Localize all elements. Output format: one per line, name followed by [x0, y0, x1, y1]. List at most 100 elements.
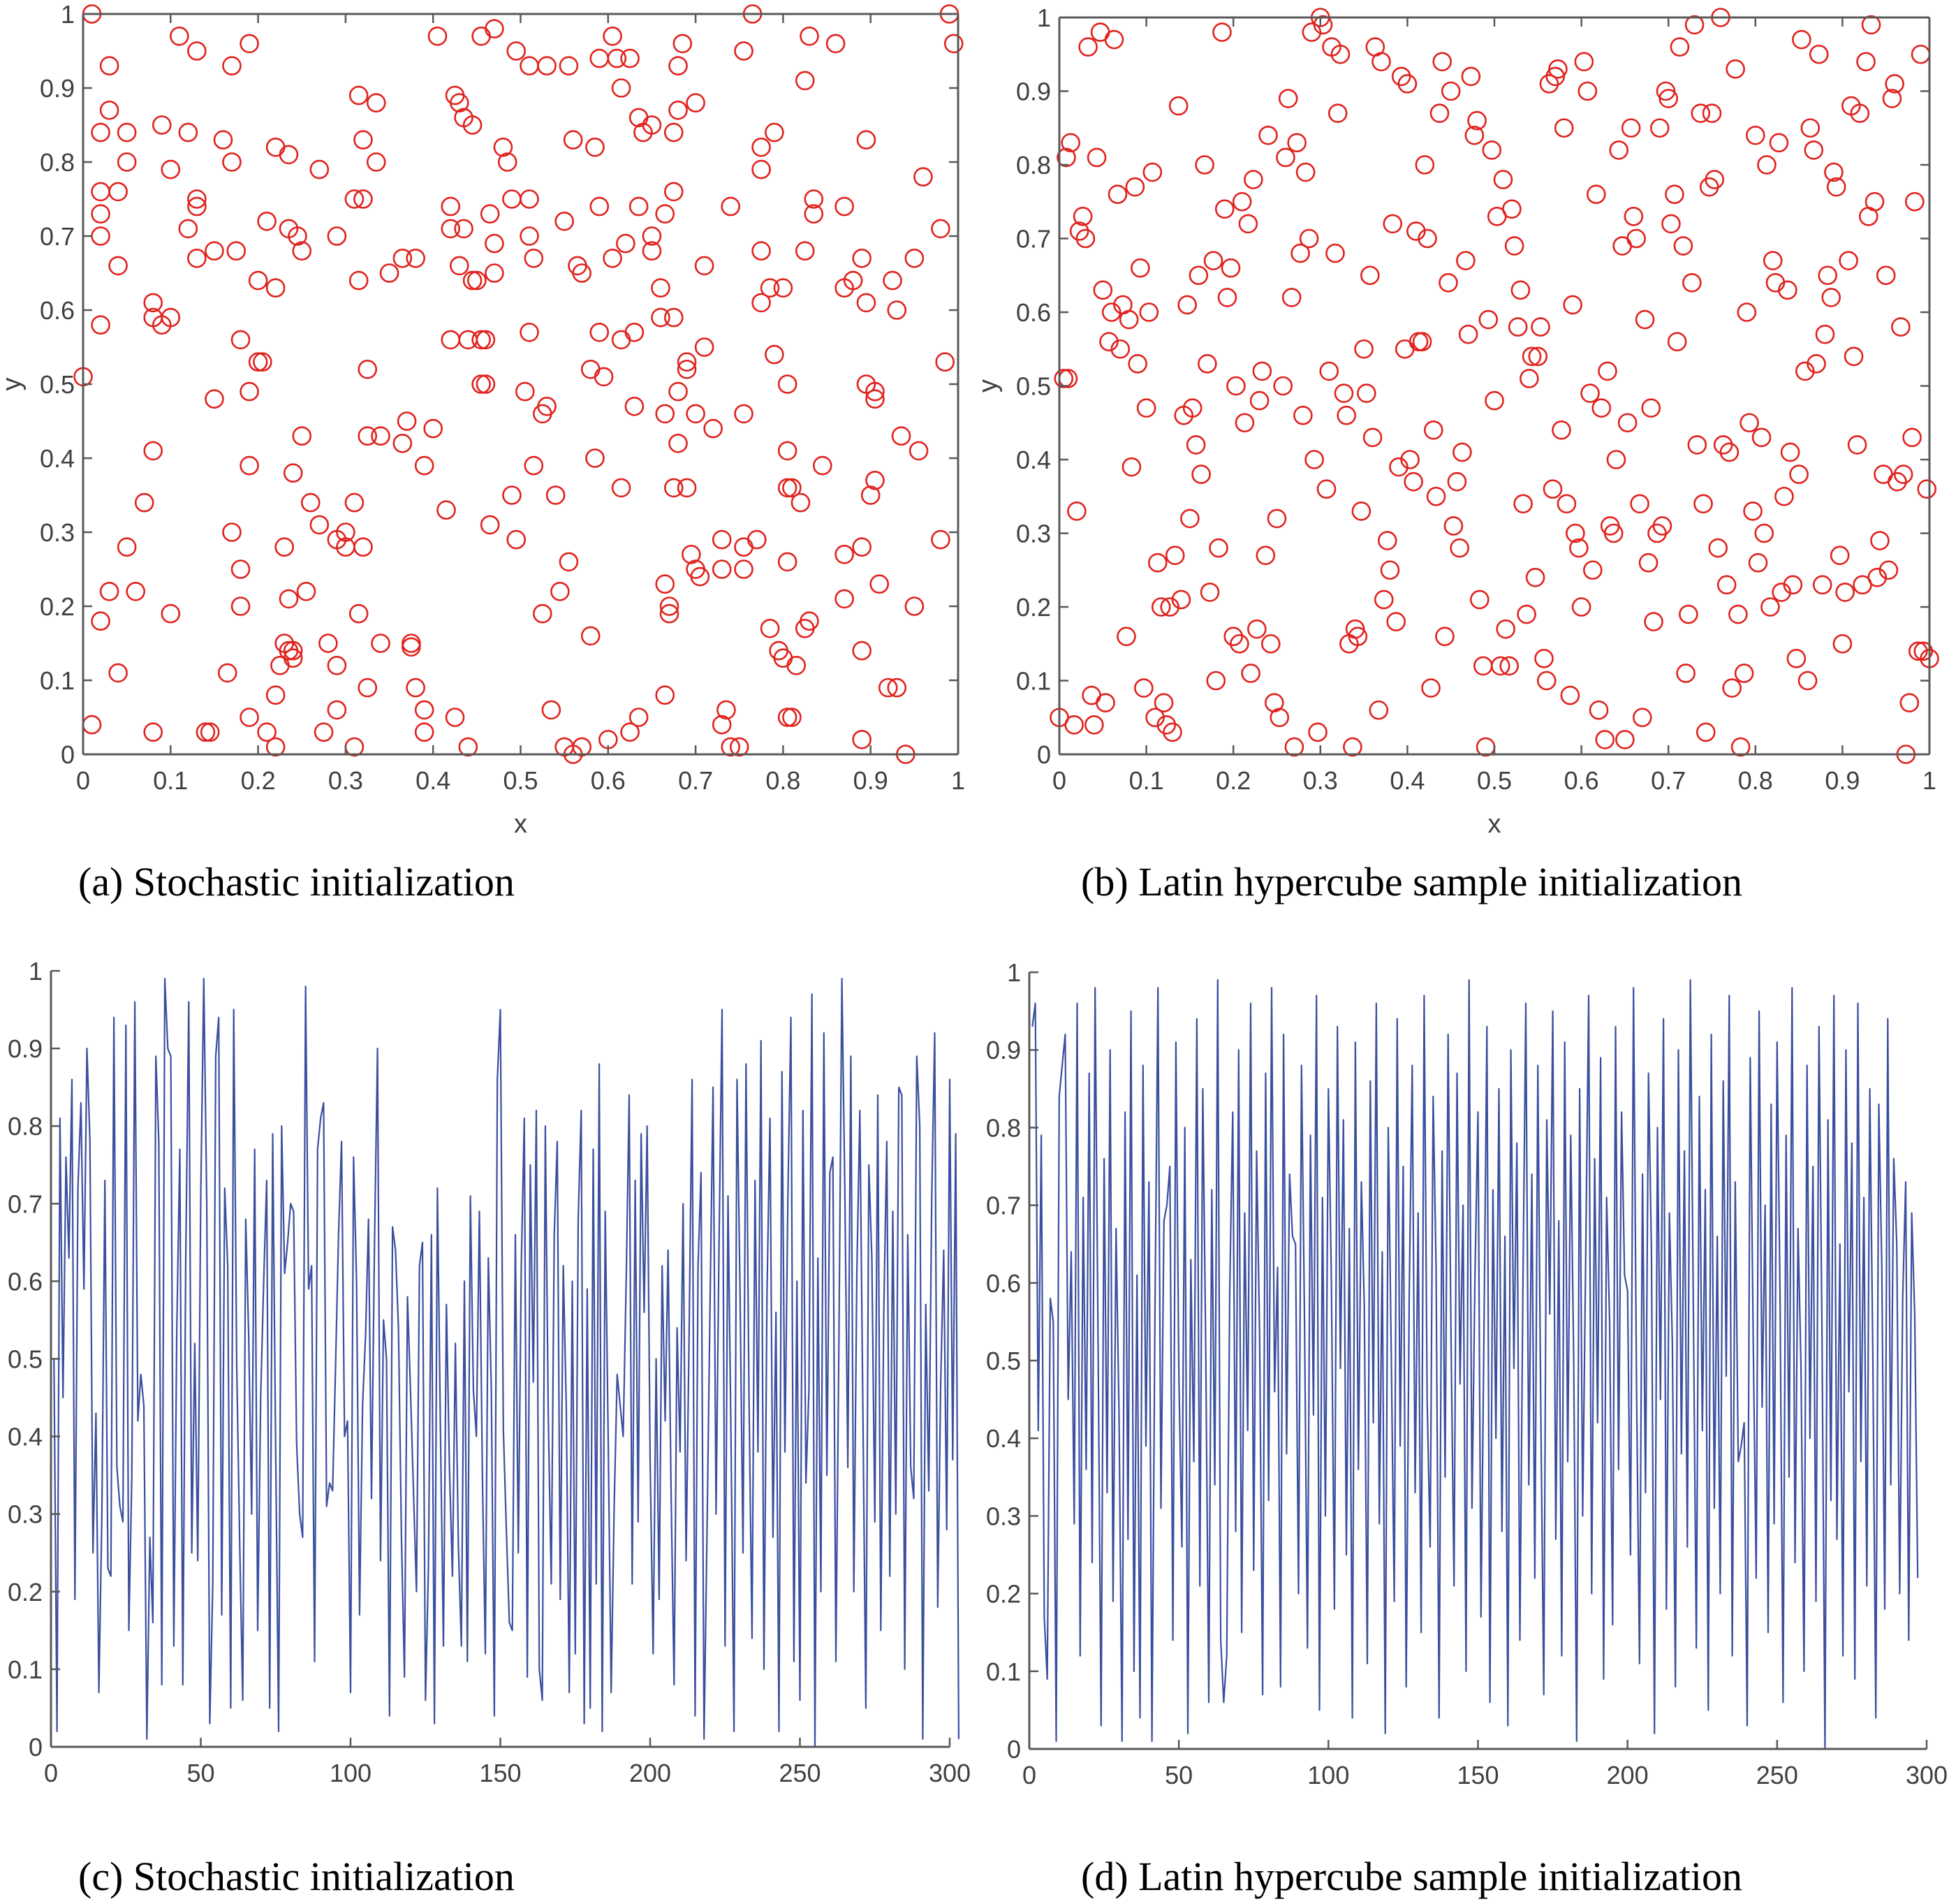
scatter-point — [909, 441, 929, 461]
scatter-point — [344, 737, 365, 757]
scatter-point — [1598, 361, 1617, 381]
scatter-point — [1830, 545, 1850, 565]
scatter-point — [729, 737, 749, 757]
y-tick-label: 0.5 — [40, 370, 75, 399]
scatter-point — [1496, 619, 1515, 639]
scatter-point — [462, 270, 483, 291]
scatter-point — [402, 637, 421, 657]
y-tick-label: 0.5 — [986, 1347, 1021, 1375]
scatter-point — [353, 130, 373, 149]
scatter-point — [1504, 236, 1524, 256]
scatter-point — [1797, 671, 1818, 691]
scatter-point — [628, 708, 649, 727]
scatter-point — [283, 648, 303, 668]
scatter-point — [1452, 442, 1472, 462]
x-tick-label: 200 — [629, 1759, 671, 1787]
scatter-point — [1740, 413, 1759, 433]
x-tick-label: 50 — [186, 1759, 214, 1787]
scatter-point — [1244, 170, 1263, 189]
scatter-point — [1369, 700, 1389, 720]
scatter-point — [589, 48, 610, 68]
scatter-point — [834, 196, 854, 217]
scatter-point — [1249, 390, 1270, 411]
scatter-point — [1708, 538, 1728, 558]
scatter-point — [1737, 302, 1757, 322]
scatter-point — [777, 374, 797, 394]
scatter-point — [690, 566, 710, 587]
scatter-point — [520, 56, 539, 75]
scatter-point — [1299, 228, 1319, 249]
scatter-point — [1067, 501, 1087, 521]
y-tick-label: 0.7 — [40, 222, 75, 251]
scatter-point — [1661, 214, 1681, 234]
scatter-point — [274, 537, 294, 557]
scatter-point — [777, 441, 797, 461]
scatter-point — [1595, 730, 1615, 749]
y-tick-label: 0.3 — [40, 518, 75, 547]
scatter-point — [1856, 52, 1876, 72]
scatter-point — [1217, 288, 1237, 307]
x-tick-label: 0.9 — [853, 766, 888, 795]
scatter-point — [537, 56, 557, 75]
scatter-point — [196, 722, 216, 742]
y-tick-label: 0.6 — [40, 296, 75, 325]
x-tick-label: 0.9 — [1825, 766, 1860, 795]
scatter-point — [344, 189, 365, 209]
scatter-point — [1171, 589, 1191, 610]
scatter-point — [1615, 730, 1635, 749]
scatter-point — [187, 189, 207, 209]
scatter-point — [1134, 678, 1154, 698]
scatter-point — [467, 270, 487, 291]
scatter-point — [1142, 162, 1163, 182]
scatter-point — [1276, 147, 1295, 168]
scatter-point — [611, 330, 631, 350]
scatter-point — [178, 219, 198, 239]
scatter-point — [91, 611, 110, 631]
scatter-point — [327, 700, 347, 720]
scatter-point — [327, 655, 347, 675]
panel-d-line-lhs: 0 50 100 150 200 250 300 0 0.1 0.2 0.3 0.4 0.5 0.6 0.7… — [986, 958, 1948, 1789]
scatter-point — [288, 226, 307, 246]
scatter-point — [427, 26, 448, 46]
scatter-point — [1870, 531, 1890, 550]
scatter-point — [1769, 133, 1789, 153]
scatter-point — [91, 315, 110, 335]
scatter-point — [1586, 184, 1606, 205]
scatter-point — [1230, 634, 1249, 654]
scatter-point — [1673, 236, 1693, 256]
scatter-point — [765, 344, 784, 365]
scatter-point — [1093, 280, 1113, 300]
y-tick-label: 0.3 — [986, 1502, 1021, 1530]
y-tick-label: 0.5 — [8, 1345, 43, 1374]
y-tick-label: 0.1 — [986, 1657, 1021, 1686]
scatter-point — [1591, 398, 1612, 418]
scatter-point — [589, 322, 610, 342]
x-tick-label: 0.6 — [1564, 766, 1599, 795]
scatter-point — [366, 152, 386, 172]
scatter-point — [240, 34, 259, 54]
scatter-point — [603, 26, 622, 46]
scatter-point — [734, 537, 753, 557]
scatter-point — [1635, 309, 1655, 330]
scatter-point — [1316, 479, 1337, 499]
y-tick-label: 0 — [1037, 740, 1051, 769]
y-tick-label: 0.2 — [986, 1580, 1021, 1609]
scatter-point — [852, 640, 871, 661]
scatter-point — [1327, 103, 1348, 123]
scatter-point — [248, 352, 268, 372]
scatter-point — [520, 322, 539, 342]
x-tick-label: 150 — [1457, 1761, 1499, 1789]
scatter-point — [480, 515, 500, 535]
scatter-point — [485, 263, 504, 283]
scatter-point — [476, 330, 496, 350]
scatter-point — [309, 159, 330, 180]
scatter-point — [668, 101, 688, 120]
scatter-point — [336, 522, 355, 542]
scatter-point — [1200, 583, 1220, 602]
scatter-point — [1520, 369, 1539, 388]
scatter-point — [126, 581, 145, 601]
scatter-point — [296, 581, 316, 601]
x-tick-label: 0.4 — [1390, 766, 1425, 795]
scatter-point — [865, 470, 885, 490]
scatter-point — [651, 307, 670, 328]
